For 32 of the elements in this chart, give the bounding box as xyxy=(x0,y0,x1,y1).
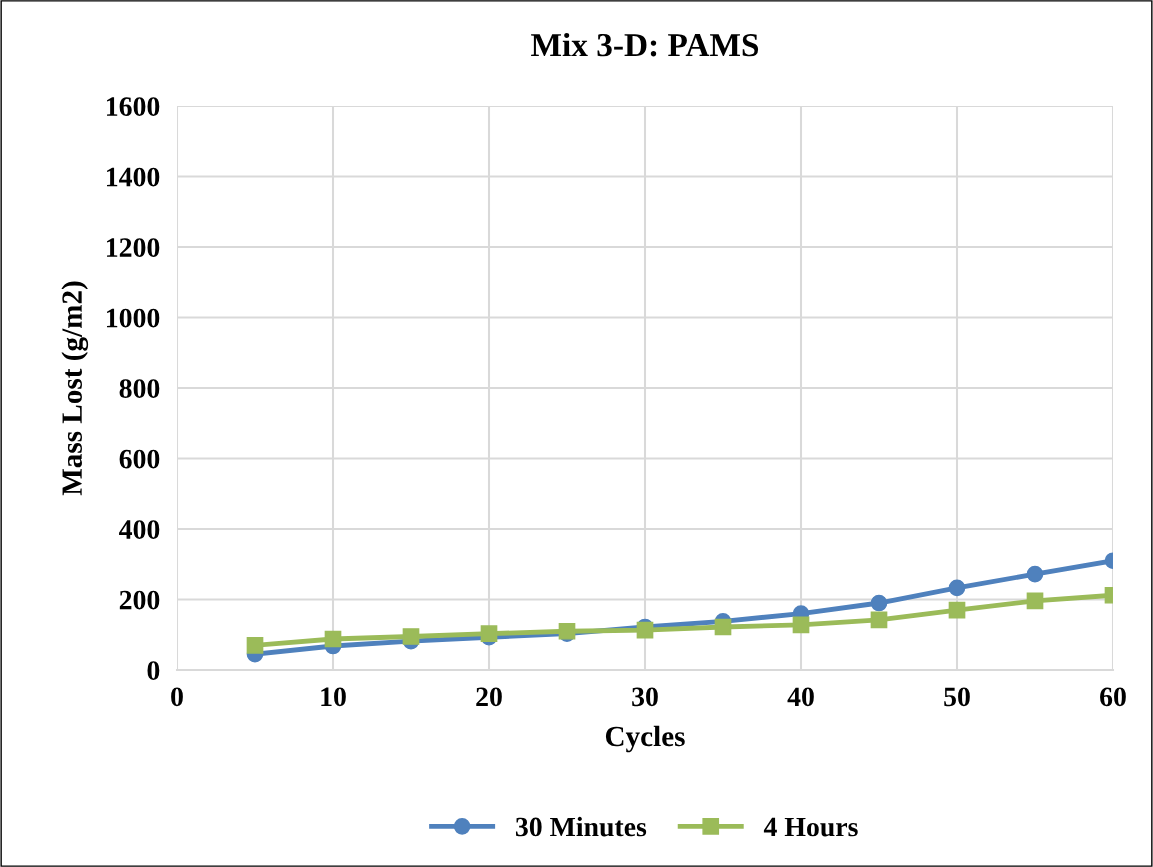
point xyxy=(792,616,810,634)
point xyxy=(714,618,732,636)
y-tick-label: 1400 xyxy=(107,167,160,187)
point xyxy=(870,611,888,629)
x-tick-label: 60 xyxy=(1100,687,1126,707)
point xyxy=(948,601,966,619)
point xyxy=(1026,592,1044,610)
y-tick-label: 1000 xyxy=(107,308,160,328)
y-tick-label: 400 xyxy=(119,520,160,539)
legend-label: 30 Minutes xyxy=(515,816,647,837)
point xyxy=(1026,565,1044,583)
point xyxy=(402,628,420,645)
y-tick-label: 0 xyxy=(147,661,160,680)
x-axis-title: Cycles xyxy=(605,725,685,753)
x-tick-label: 20 xyxy=(476,687,502,707)
y-tick-label: 1600 xyxy=(107,97,160,116)
y-tick-label: 1200 xyxy=(107,238,160,257)
x-tick-label: 40 xyxy=(787,687,814,707)
point xyxy=(324,630,342,648)
y-tick-label: 800 xyxy=(119,379,160,398)
x-tick-label: 50 xyxy=(944,687,970,707)
y-tick-label: 200 xyxy=(119,590,160,610)
x-tick-label: 0 xyxy=(171,687,183,707)
y-tick-label: 600 xyxy=(119,449,160,469)
point xyxy=(948,579,966,597)
chart-title: Mix 3-D: PAMS xyxy=(531,32,759,57)
y-axis-title: Mass Lost (g/m2) xyxy=(61,281,89,496)
legend-label: 4 Hours xyxy=(763,817,858,837)
x-tick-label: 30 xyxy=(632,687,658,707)
point xyxy=(870,594,888,612)
x-tick-label: 10 xyxy=(321,687,346,707)
point xyxy=(246,636,264,654)
